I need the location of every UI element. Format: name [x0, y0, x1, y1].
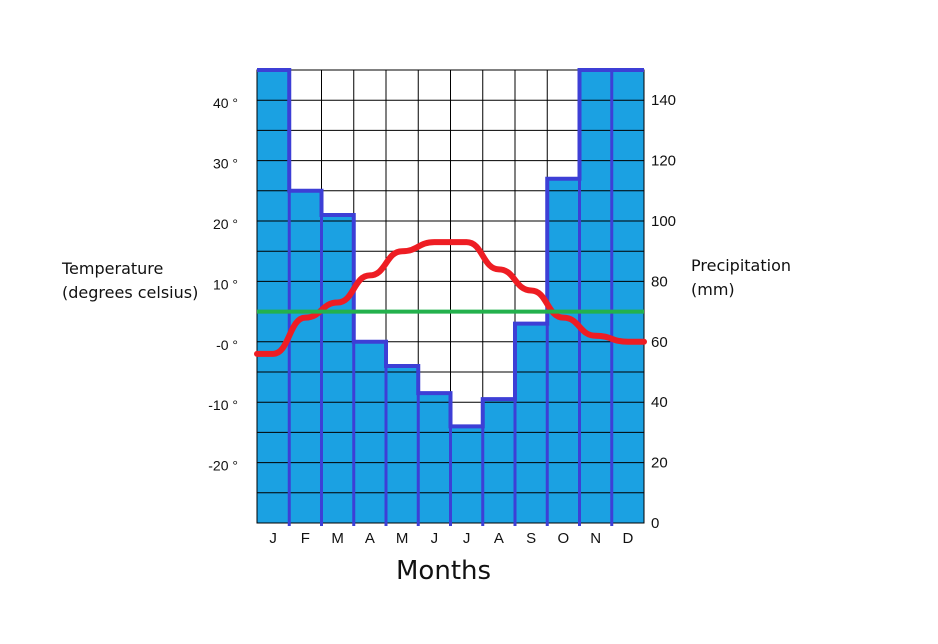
temperature-tick-labels: -20 ° -10 ° -0 ° 10 ° 20 ° 30 ° 40 °: [208, 95, 238, 473]
temperature-line: [254, 239, 647, 357]
precipitation-tick-label: 80: [651, 273, 668, 290]
precipitation-axis-label: Precipitation (mm): [691, 254, 791, 302]
precip-bar: [450, 426, 483, 523]
precipitation-tick-label: 20: [651, 455, 668, 472]
temperature-tick-label: 20 °: [213, 216, 238, 232]
temperature-axis-label-line2: (degrees celsius): [62, 283, 199, 302]
precipitation-axis-label-line2: (mm): [691, 280, 735, 299]
precipitation-tick-label: 140: [651, 92, 676, 109]
x-axis-title: Months: [396, 556, 492, 586]
month-tick-label: S: [526, 530, 536, 547]
month-tick-label: M: [331, 530, 344, 547]
precip-bar: [482, 399, 515, 523]
precipitation-tick-label: 100: [651, 213, 676, 230]
precipitation-tick-label: 120: [651, 153, 676, 170]
temperature-tick-label: -0 °: [216, 337, 238, 353]
temperature-axis-label: Temperature (degrees celsius): [62, 257, 198, 305]
month-tick-label: A: [494, 530, 504, 547]
precip-bar: [547, 178, 580, 523]
precip-bar: [321, 214, 354, 523]
month-tick-label: D: [622, 530, 633, 547]
month-tick-label: O: [558, 530, 570, 547]
precipitation-tick-label: 60: [651, 334, 668, 351]
month-tick-label: N: [590, 530, 601, 547]
precip-bar: [611, 70, 644, 523]
precipitation-tick-label: 0: [651, 515, 659, 532]
month-tick-label: A: [365, 530, 375, 547]
temperature-axis-label-line1: Temperature: [62, 259, 164, 278]
precip-bar: [515, 323, 548, 523]
temperature-tick-label: -10 °: [208, 397, 238, 413]
precip-bar: [289, 190, 322, 524]
precip-bar: [257, 70, 290, 523]
temperature-tick-label: -20 °: [208, 458, 238, 474]
precipitation-tick-labels: 0 20 40 60 80 100 120 140: [651, 92, 676, 532]
month-tick-label: J: [463, 530, 471, 547]
temperature-tick-label: 30 °: [213, 156, 238, 172]
precip-bar: [418, 393, 451, 523]
precipitation-tick-label: 40: [651, 394, 668, 411]
month-tick-label: M: [396, 530, 409, 547]
month-tick-label: J: [269, 530, 277, 547]
month-tick-label: F: [301, 530, 310, 547]
temperature-tick-label: 40 °: [213, 95, 238, 111]
precipitation-bar-edges: [257, 68, 644, 526]
series-lines: [254, 239, 647, 357]
precip-bar: [579, 70, 612, 523]
precipitation-axis-label-line1: Precipitation: [691, 256, 792, 275]
temperature-tick-label: 10 °: [213, 276, 238, 292]
month-tick-label: J: [431, 530, 439, 547]
precip-bar: [386, 365, 419, 523]
